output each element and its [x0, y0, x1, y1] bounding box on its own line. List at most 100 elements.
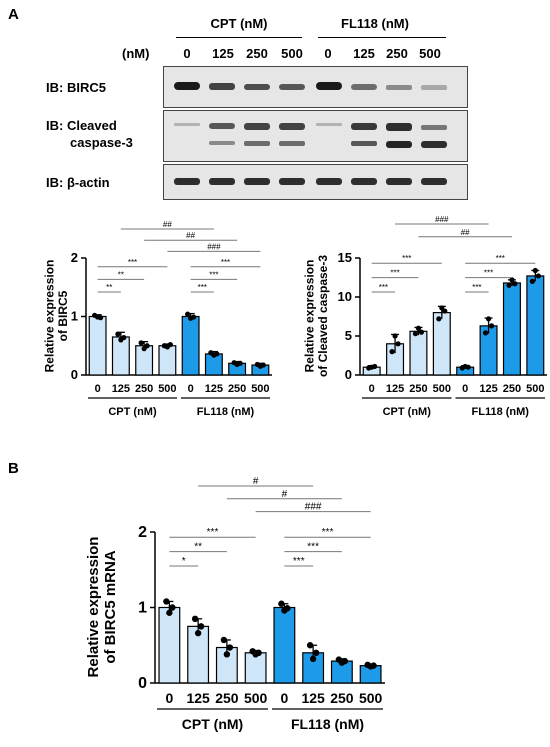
significance-label: # — [282, 489, 288, 500]
group-label: FL118 (nM) — [197, 406, 255, 418]
x-tick-label: 500 — [251, 383, 269, 395]
data-point — [223, 651, 231, 658]
y-tick-label: 0 — [71, 367, 78, 382]
x-tick-label: 0 — [462, 383, 468, 395]
y-axis-label-line2: of Cleaved caspase-3 — [316, 255, 330, 377]
x-tick-label: 500 — [526, 383, 544, 395]
blot-group-line-fl118 — [318, 37, 446, 38]
significance-label: *** — [221, 258, 230, 267]
bar — [158, 606, 181, 684]
data-point — [509, 277, 515, 283]
blot-dose: 250 — [386, 46, 408, 61]
blot-bands-actin — [174, 178, 447, 185]
blot-image-birc5 — [163, 66, 468, 108]
data-point — [115, 331, 121, 337]
blot-group-fl118: FL118 (nM) — [341, 16, 409, 31]
data-point — [167, 341, 173, 348]
bar — [158, 345, 177, 376]
x-tick-label: 250 — [228, 383, 246, 395]
data-point — [237, 360, 243, 366]
ib-cleaved-label-line2: caspase-3 — [70, 135, 133, 150]
data-point — [535, 273, 541, 279]
data-point — [169, 604, 176, 611]
data-point — [412, 331, 419, 337]
y-axis-label-line1: Relative expression — [85, 537, 102, 678]
blot-group-line-cpt — [176, 37, 302, 38]
x-tick-label: 125 — [112, 383, 130, 395]
significance-label: *** — [402, 254, 411, 263]
significance-label: *** — [322, 527, 334, 538]
data-point — [98, 315, 104, 321]
group-label: CPT (nM) — [383, 406, 432, 418]
data-point — [121, 334, 127, 341]
y-tick-label: 1 — [138, 599, 147, 616]
x-tick-label: 0 — [369, 383, 375, 395]
significance-label: *** — [207, 527, 219, 538]
data-point — [309, 655, 317, 663]
x-tick-label: 250 — [215, 690, 239, 706]
data-point — [389, 349, 395, 355]
data-point — [220, 636, 228, 644]
bar — [409, 330, 428, 376]
group-label: CPT (nM) — [182, 716, 243, 732]
x-tick-label: 0 — [95, 383, 101, 395]
blot-unit-label: (nM) — [122, 46, 150, 61]
significance-label: *** — [209, 270, 218, 279]
significance-label: ** — [106, 283, 112, 292]
x-tick-label: 250 — [330, 690, 354, 706]
data-point — [197, 623, 205, 630]
x-tick-label: 500 — [433, 383, 451, 395]
significance-label: *** — [293, 556, 305, 567]
y-axis-label: Relative expression of BIRC5 — [42, 260, 70, 373]
data-point — [506, 282, 512, 288]
blot-dose: 250 — [246, 46, 268, 61]
chart-birc5-mrna: 0 1 2 Relative expression of BIRC5 mRNA 0 125 2… — [85, 476, 385, 732]
x-tick-label: 125 — [386, 383, 404, 395]
data-point — [370, 662, 377, 669]
blot-image-actin — [163, 164, 468, 200]
significance-label: ### — [207, 242, 221, 251]
significance-label: *** — [379, 283, 388, 292]
blot-dose: 500 — [419, 46, 441, 61]
data-point — [185, 311, 191, 317]
y-axis-label: Relative expression of Cleaved caspase-3 — [302, 255, 330, 377]
significance-label: * — [182, 556, 186, 567]
data-point — [415, 325, 422, 331]
data-point — [163, 598, 170, 605]
data-point — [532, 267, 538, 274]
blot-dose: 0 — [183, 46, 191, 61]
x-tick-label: 250 — [409, 383, 427, 395]
y-tick-label: 0 — [345, 367, 352, 382]
data-point — [482, 330, 489, 336]
group-label: FL118 (nM) — [291, 716, 364, 732]
significance-label: *** — [390, 269, 399, 278]
significance-label: ## — [186, 231, 195, 240]
data-point — [529, 278, 535, 284]
significance-label: # — [253, 476, 259, 487]
data-point — [191, 615, 199, 623]
y-tick-label: 0 — [138, 675, 147, 692]
data-point — [312, 649, 320, 656]
y-axis-label-line2: of BIRC5 — [56, 290, 70, 341]
x-tick-label: 500 — [158, 383, 176, 395]
data-point — [166, 609, 173, 616]
blot-bands-birc5 — [174, 82, 447, 90]
blot-dose: 500 — [281, 46, 303, 61]
group-label: FL118 (nM) — [472, 406, 530, 418]
data-point — [138, 340, 144, 346]
x-tick-label: 250 — [135, 383, 153, 395]
y-tick-label: 2 — [71, 250, 78, 265]
y-tick-label: 15 — [338, 250, 352, 265]
blot-image-cleaved-caspase3 — [163, 110, 468, 162]
significance-label: ## — [461, 228, 470, 237]
data-point — [278, 600, 285, 607]
panel-b-label: B — [8, 460, 19, 477]
ib-birc5-label: IB: BIRC5 — [46, 80, 106, 95]
x-tick-label: 250 — [503, 383, 521, 395]
data-point — [485, 316, 492, 322]
x-tick-label: 500 — [244, 690, 268, 706]
significance-label: ## — [163, 220, 172, 229]
blot-bands-cleaved-caspase3 — [174, 123, 447, 148]
x-tick-label: 0 — [165, 690, 173, 706]
data-point — [395, 341, 401, 347]
